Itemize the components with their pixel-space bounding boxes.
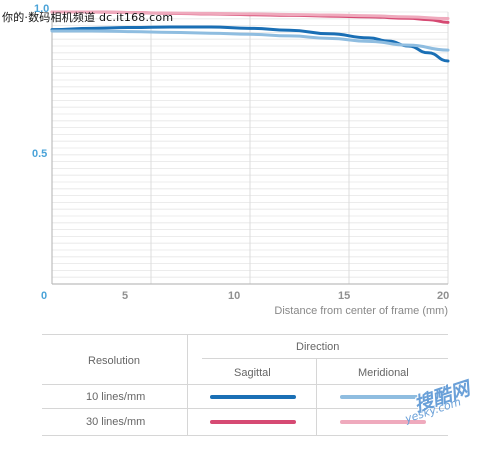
series-lines — [50, 10, 450, 63]
x-tick-label-0: 0 — [41, 290, 48, 302]
legend-swatch-sagittal-30 — [210, 420, 296, 424]
legend-row-rule-2 — [42, 408, 448, 409]
legend-meridional-header: Meridional — [358, 367, 409, 379]
legend-row-label-30: 30 lines/mm — [86, 416, 146, 428]
legend-row-label-10: 10 lines/mm — [86, 391, 146, 403]
legend-swatch-sagittal-10 — [210, 395, 296, 399]
x-axis-title: Distance from center of frame (mm) — [274, 305, 448, 317]
legend-table: Resolution Direction Sagittal Meridional… — [42, 334, 448, 436]
legend-direction-header: Direction — [296, 341, 340, 353]
chart-axes — [51, 12, 448, 285]
series-line-meridional-30 — [50, 10, 450, 21]
x-tick-label-5: 5 — [122, 290, 129, 302]
legend-swatch-meridional-30 — [340, 420, 426, 424]
y-tick-label-1-0: 1.0 — [34, 3, 50, 15]
legend-direction-rule — [202, 358, 448, 359]
y-tick-label-0-5: 0.5 — [32, 148, 48, 160]
legend-resolution-header: Resolution — [88, 355, 140, 367]
x-tick-label-20: 20 — [437, 290, 450, 302]
x-tick-label-10: 10 — [228, 290, 241, 302]
legend-column-divider — [187, 334, 188, 436]
x-tick-label-15: 15 — [338, 290, 351, 302]
legend-swatch-meridional-10 — [340, 395, 426, 399]
legend-sagittal-header: Sagittal — [234, 367, 271, 379]
legend-top-rule — [42, 334, 448, 335]
legend-direction-divider — [316, 358, 317, 436]
watermark-text: 你的·数码相机频道 dc.it168.com — [2, 11, 174, 24]
legend-row-rule-1 — [42, 384, 448, 385]
series-line-meridional-10 — [50, 29, 450, 52]
legend-bottom-rule — [42, 435, 448, 436]
grid-lines — [52, 11, 449, 285]
